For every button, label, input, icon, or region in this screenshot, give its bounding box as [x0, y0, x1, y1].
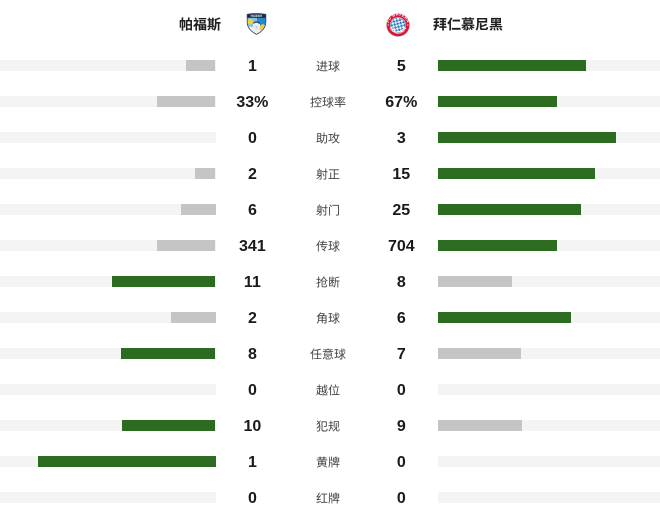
svg-text:ΠΑΦΟΣ: ΠΑΦΟΣ — [250, 14, 262, 18]
svg-text:MÜNCHEN: MÜNCHEN — [389, 26, 408, 35]
